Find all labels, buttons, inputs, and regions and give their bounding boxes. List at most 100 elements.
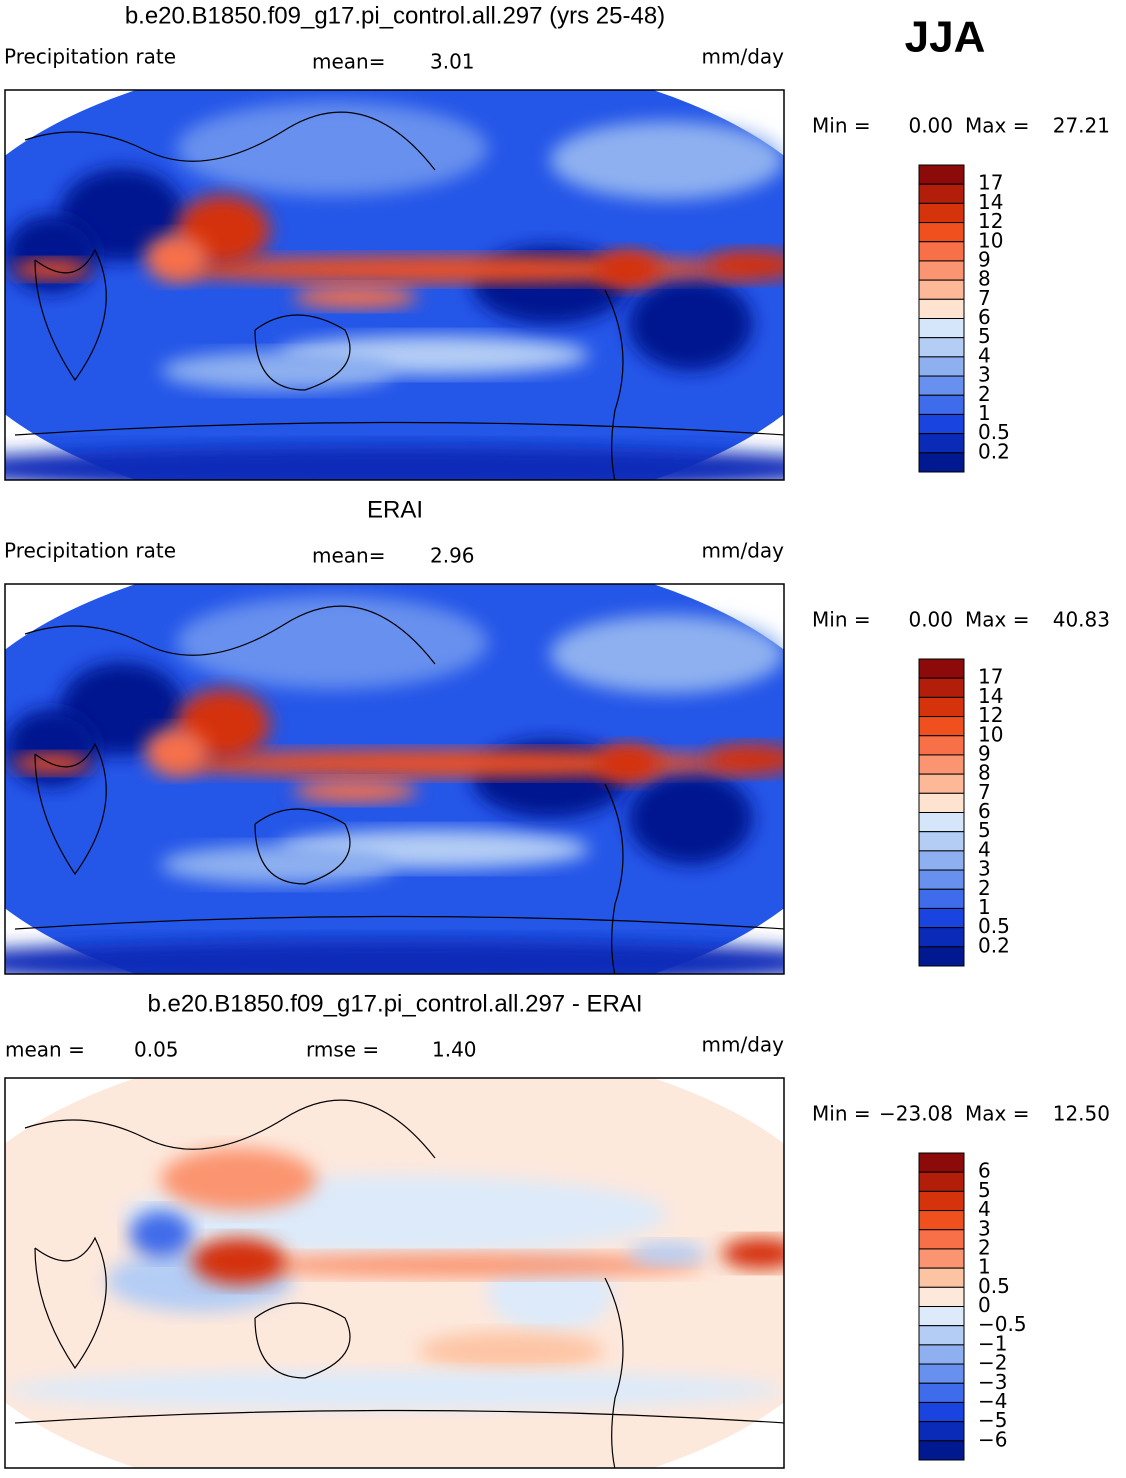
field-patch [706,743,784,776]
map-frame [4,583,785,975]
colorbar-label: −3 [978,1370,1007,1394]
unit-label: mm/day [702,1033,785,1057]
field-patch [550,615,784,694]
colorbar-label: 0.5 [978,420,1010,444]
colorbar-box [918,1344,965,1365]
colorbar-box [918,1229,965,1250]
colorbar-label: 8 [978,267,991,291]
stat-value: 2.96 [430,544,475,568]
panel-title: ERAI [367,496,423,523]
colorbar-label: 9 [978,247,991,271]
panel-title: b.e20.B1850.f09_g17.pi_control.all.297 -… [147,990,642,1017]
field-patch [597,249,660,289]
field-patch [238,1253,707,1277]
colorbar-label: −1 [978,1331,1007,1355]
colorbar-box [918,754,965,775]
min-value: 0.00 [908,608,953,632]
colorbar-label: 4 [978,343,991,367]
colorbar-label: 6 [978,1159,991,1183]
field-patch [160,255,753,284]
colorbar-box [918,375,965,396]
colorbar-box [918,164,965,185]
field-patch [628,771,753,865]
stat-label: mean= [312,544,385,568]
colorbar-box [918,318,965,339]
stat-value: 3.01 [430,50,475,74]
colorbar-label: 6 [978,799,991,823]
max-label: Max = [965,608,1029,632]
colorbar-label: 1 [978,895,991,919]
colorbar-box [918,1401,965,1423]
colorbar-label: 7 [978,286,991,310]
colorbar-box [918,773,965,794]
colorbar-box [918,1325,965,1346]
colorbar-box [918,1363,965,1384]
colorbar-box [918,337,965,358]
colorbar-box [918,183,965,204]
colorbar-label: 0.2 [978,439,1010,463]
map-field [5,1078,784,1468]
field-patch [293,779,418,803]
field-patch [417,1331,605,1371]
colorbar-label: 17 [978,171,1003,195]
stat-label: mean= [312,50,385,74]
colorbar-box [918,696,965,718]
field-patch [5,708,99,787]
colorbar-label: 10 [978,228,1003,252]
colorbar-label: 7 [978,780,991,804]
colorbar-label: −4 [978,1389,1007,1413]
colorbar-box [918,202,965,224]
max-value: 12.50 [1053,1102,1110,1126]
unit-label: mm/day [702,45,785,69]
colorbar-label: 1 [978,1255,991,1279]
colorbar-label: 2 [978,382,991,406]
unit-label: mm/day [702,539,785,563]
colorbar-box [918,869,965,890]
max-label: Max = [965,114,1029,138]
colorbar-box [918,1421,965,1442]
colorbar-label: 14 [978,190,1003,214]
field-patch [5,214,99,293]
colorbar-label: 8 [978,761,991,785]
colorbar-box [918,907,965,929]
season-label: JJA [905,13,986,62]
map [4,583,785,975]
stat-label: mean = [5,1038,85,1062]
field-patch [160,845,395,885]
colorbar-box [918,1267,965,1288]
colorbar-box [918,1152,965,1173]
colorbar-label: 4 [978,837,991,861]
colorbar-label: 5 [978,818,991,842]
field-patch [597,743,660,783]
colorbar-box [918,677,965,698]
colorbar-box [918,260,965,281]
colorbar-label: 9 [978,741,991,765]
field-patch [160,351,395,391]
colorbar-label: 3 [978,1216,991,1240]
colorbar-label: 6 [978,305,991,329]
map-frame [4,89,785,481]
field-patch [706,249,784,282]
field-patch [160,1148,317,1211]
colorbar-box [918,888,965,909]
field-patch [5,444,784,480]
colorbar-label: 5 [978,324,991,348]
colorbar-box [918,356,965,377]
colorbar-box [918,452,965,473]
colorbar-label: 14 [978,684,1003,708]
colorbar-label: 0.2 [978,933,1010,957]
colorbar-label: 0 [978,1293,991,1317]
map-field [5,584,784,974]
min-value: 0.00 [908,114,953,138]
colorbar-label: −2 [978,1351,1007,1375]
field-patch [176,101,488,196]
min-label: Min = [812,608,871,632]
max-label: Max = [965,1102,1029,1126]
colorbar-label: 3 [978,363,991,387]
coastline [14,605,784,974]
map-field [5,90,784,480]
colorbar-box [918,1382,965,1403]
colorbar-label: 12 [978,703,1003,727]
colorbar-label: 0.5 [978,914,1010,938]
